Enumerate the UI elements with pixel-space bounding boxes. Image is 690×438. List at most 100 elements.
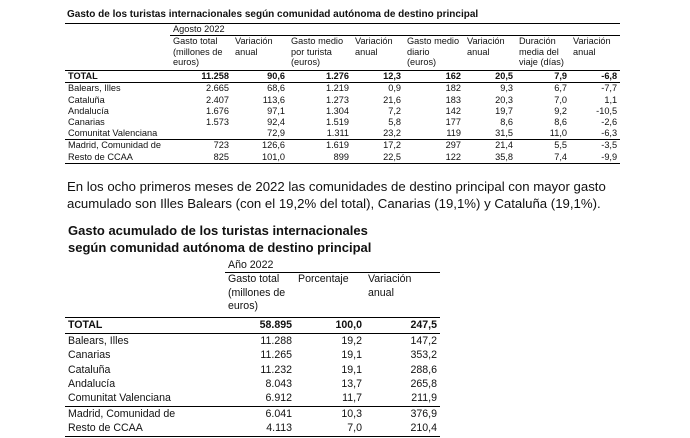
cell: 126,6 [232,139,288,152]
cell: 353,2 [410,349,437,362]
cell: 1.573 [206,117,229,128]
row-label: TOTAL [65,317,225,334]
data-row: Resto de CCAA 825 101,0 899 22,5 122 35,8 7,4 -9… [65,151,621,164]
cell: 119 [446,128,461,139]
cell: -7,7 [601,83,618,94]
paragraph: En los ocho primeros meses de 2022 las c… [67,179,606,211]
cell: 100,0 [295,317,365,334]
data-row: Comunitat Valenciana 6.912 11,7 211,9 [65,391,440,406]
row-label: Canarias [68,117,105,128]
cell [170,128,232,140]
cell: 177 [445,117,461,128]
cell: 19,1 [341,363,362,376]
cell: 97,1 [267,105,285,116]
cell: 122 [404,151,464,164]
data-row: Cataluña 11.232 19,1 288,6 [65,363,440,377]
row-label: Comunitat Valenciana [68,392,171,405]
cell: 19,1 [341,349,362,362]
table-title: Gasto de los turistas internacionales se… [67,9,479,20]
cell: -10,5 [596,105,618,116]
data-row: Balears, Illes 11.288 19,2 147,2 [65,333,440,348]
total-row: TOTAL 11.258 90,6 1.276 12,3 162 20,5 7,9 -6,8 [65,70,621,84]
data-row: Cataluña 2.407 113,6 1.273 21,6 183 20,3 7,0 1,1 [65,95,620,106]
cell: 825 [170,151,232,164]
header-row: Gasto total (millones de euros) Variación… [65,35,621,72]
cell: 11.258 [170,70,232,84]
column-header: Variación anual [464,35,516,72]
cell: 183 [445,94,461,105]
cell: 58.895 [225,317,295,334]
cell: 90,6 [232,70,288,84]
cell: -6,8 [570,70,621,84]
row-label: Madrid, Comunidad de [65,405,225,422]
cell: 1.676 [206,105,229,116]
cell [65,24,170,36]
cell: 7,9 [516,70,570,84]
cell: 11.288 [260,334,292,347]
cell: 9,2 [554,105,567,116]
cell: 147,2 [410,334,437,347]
table-title: Gasto acumulado de los turistas internac… [68,223,372,255]
cell: 101,0 [232,151,288,164]
data-row: Madrid, Comunidad de 6.041 10,3 376,9 [65,405,440,422]
cell: 288,6 [410,363,437,376]
header-row: Gasto total (millones de euros) Porcentaj… [65,272,440,319]
cell: 142 [445,105,461,116]
cell: 1,1 [604,94,618,105]
row-label: Balears, Illes [68,334,129,347]
column-header: Porcentaje [295,272,365,319]
data-row: Madrid, Comunidad de 723 126,6 1.619 17,2 297… [65,139,621,152]
cell: 13,7 [341,378,362,391]
cell: 8.043 [265,378,292,391]
cell: 247,5 [365,317,440,334]
cell: 68,6 [267,83,285,94]
cell: 19,2 [341,334,362,347]
cell: 72,9 [267,128,285,139]
data-row: Andalucía 1.676 97,1 1.304 7,2 142 19,7 9,2 -10,… [65,106,620,117]
cell: 21,6 [383,94,401,105]
cell: 6,7 [554,83,567,94]
cell: 1.273 [326,94,349,105]
cell [65,258,225,273]
period: Año 2022 [225,258,440,274]
cell: 31,5 [495,128,513,139]
cell: 211,9 [411,392,437,405]
cell: 723 [170,139,232,152]
cell: 1.311 [326,128,349,139]
cell: 297 [404,139,464,152]
cell: 7,0 [554,94,567,105]
column-header: Gasto medio por turista (euros) [288,35,352,72]
data-row: Canarias 11.265 19,1 353,2 [65,348,440,362]
cell: 7,2 [388,105,401,116]
table: Agosto 2022 Gasto total (millones de euro… [65,23,621,164]
cell: 2.665 [206,83,229,94]
cell: 6.912 [265,392,292,405]
cell: 11,7 [342,392,362,405]
cell: 35,8 [464,151,516,164]
cell: 7,0 [295,421,365,437]
row-label: Cataluña [68,363,111,376]
cell: 4.113 [225,421,295,437]
cell: 376,9 [365,405,440,422]
cell: 23,2 [383,128,401,139]
cell [65,272,225,319]
cell: 7,4 [516,151,570,164]
cell: 11,0 [549,128,567,139]
cell: 1.519 [326,117,349,128]
cell: 5,5 [516,139,570,152]
cell: -6,3 [601,128,618,139]
cell: 10,3 [295,405,365,422]
cell: 21,4 [464,139,516,152]
cell: 20,5 [464,70,516,84]
cell: 19,7 [495,105,513,116]
cell: 11.232 [260,363,292,376]
row-label: Canarias [68,349,111,362]
cell: 12,3 [352,70,404,84]
cell: 1.619 [288,139,352,152]
row-label: Cataluña [68,94,105,105]
cell: 20,3 [495,94,513,105]
row-label: Resto de CCAA [65,421,225,437]
total-row: TOTAL 58.895 100,0 247,5 [65,317,440,334]
cell [65,35,170,72]
cell: 162 [404,70,464,84]
